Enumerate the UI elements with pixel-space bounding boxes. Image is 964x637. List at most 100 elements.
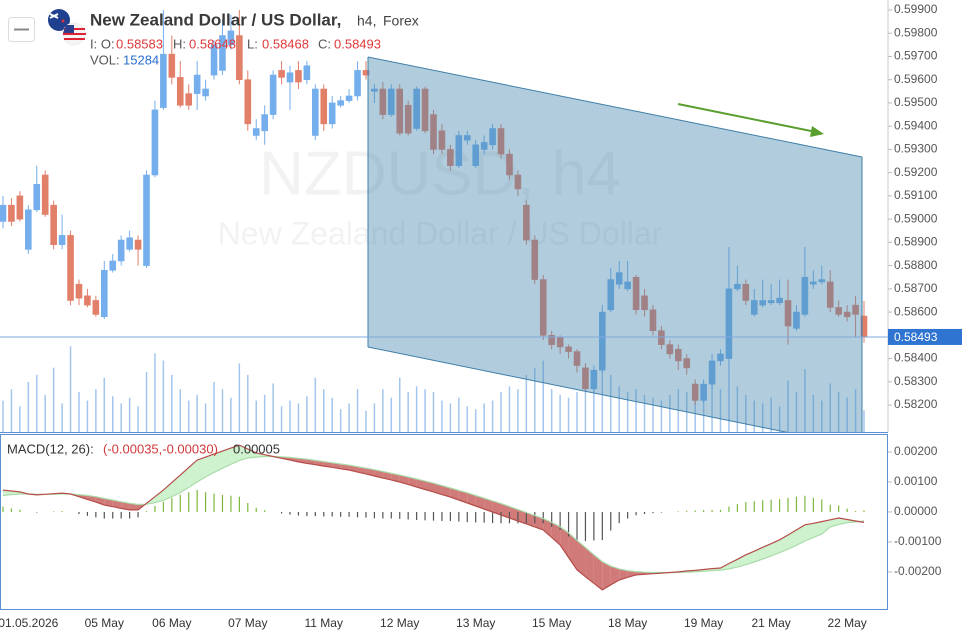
x-tick-label: 15 May xyxy=(532,616,571,630)
arrow-head xyxy=(810,126,824,137)
candle-body xyxy=(810,281,817,285)
candle-body xyxy=(126,237,133,250)
macd-line xyxy=(2,444,865,591)
macd-y-tick-label: 0.00000 xyxy=(894,504,938,518)
macd-fill xyxy=(771,539,780,557)
y-tick-label: 0.58200 xyxy=(894,397,938,411)
candle-body xyxy=(624,281,631,290)
x-tick-label: 11 May xyxy=(305,616,343,630)
high-value: 0.58648 xyxy=(189,36,236,51)
candle-body xyxy=(835,307,842,315)
candle-body xyxy=(430,114,437,150)
x-tick-label: 07 May xyxy=(228,616,267,630)
candle-body xyxy=(700,383,707,401)
candle-body xyxy=(100,269,108,318)
macd-fill xyxy=(230,445,240,465)
candle-body xyxy=(447,149,454,166)
candle-body xyxy=(210,44,218,76)
candle-body xyxy=(176,77,184,106)
close-label: C: xyxy=(318,36,331,51)
macd-fill xyxy=(602,561,611,590)
candle-body xyxy=(67,235,74,301)
current-price-box xyxy=(888,328,962,345)
macd-fill xyxy=(112,499,122,509)
macd-fill xyxy=(95,496,105,506)
candle-body xyxy=(244,79,252,125)
candle-body xyxy=(371,88,378,92)
candle-body xyxy=(438,130,446,150)
y-tick-label: 0.58800 xyxy=(894,258,938,272)
candle-body xyxy=(328,102,336,125)
candle-body xyxy=(725,288,733,359)
macd-fill xyxy=(779,535,789,553)
candle-body xyxy=(826,281,834,308)
candle-body xyxy=(320,88,328,125)
candle-body xyxy=(202,88,209,97)
y-tick-label: 0.59700 xyxy=(894,49,938,63)
candle-body xyxy=(489,128,496,146)
x-tick-label: 01.05.2026 xyxy=(0,616,59,630)
candle-body xyxy=(691,383,699,401)
candle-body xyxy=(193,74,201,94)
macd-fill xyxy=(796,524,805,546)
volume-layer xyxy=(2,346,865,432)
candle-body xyxy=(278,70,285,78)
candle-body xyxy=(539,279,547,336)
x-tick-label: 22 May xyxy=(827,616,866,630)
candle-body xyxy=(565,346,572,352)
y-tick-label: 0.59900 xyxy=(894,2,938,16)
candle-body xyxy=(185,93,193,106)
macd-fill xyxy=(467,492,476,506)
y-tick-label: 0.59600 xyxy=(894,72,938,86)
candle-body xyxy=(523,204,530,241)
candle-body xyxy=(742,283,750,301)
macd-fill xyxy=(382,471,392,480)
candle-body xyxy=(134,239,142,250)
candle-body xyxy=(472,144,480,166)
macd-fill xyxy=(526,512,535,527)
flag-nz-cross xyxy=(49,13,59,19)
candle-body xyxy=(75,283,83,299)
channel-drawing[interactable] xyxy=(367,56,863,435)
candle-body xyxy=(168,53,176,78)
y-tick-label: 0.58300 xyxy=(894,374,938,388)
macd-fill xyxy=(484,498,493,512)
flag-nz xyxy=(48,9,70,31)
macd-fill xyxy=(163,482,172,501)
macd-fill xyxy=(509,506,518,521)
low-label: L: xyxy=(247,36,258,51)
macd-fill xyxy=(450,487,459,500)
macd-fill xyxy=(416,478,426,490)
trend-arrow[interactable] xyxy=(677,103,824,137)
macd-fill xyxy=(391,473,400,482)
macd-fill xyxy=(501,503,510,518)
candle-body xyxy=(25,209,32,250)
candle-body xyxy=(801,276,809,315)
open-label: I: O: xyxy=(90,36,115,51)
macd-fill xyxy=(762,543,772,560)
candle-body xyxy=(717,353,724,362)
candle-body xyxy=(50,204,57,245)
macd-fill xyxy=(197,457,206,482)
macd-fill xyxy=(222,448,231,469)
current-price-label: 0.58493 xyxy=(894,330,938,344)
y-tick-label: 0.58900 xyxy=(894,235,938,249)
macd-fill xyxy=(475,495,485,509)
candle-body xyxy=(143,174,150,266)
volume-value: 15284 xyxy=(123,52,159,67)
candle-body xyxy=(514,174,522,190)
candle-body xyxy=(387,88,395,115)
macd-fill xyxy=(425,481,434,492)
candle-body xyxy=(776,297,783,304)
candle-body xyxy=(455,135,463,166)
currency-flags xyxy=(48,9,86,46)
macd-y-tick-label: 0.00200 xyxy=(894,444,938,458)
candle-body xyxy=(556,337,564,348)
macd-fill xyxy=(737,554,746,568)
y-tick-label: 0.59000 xyxy=(894,211,938,225)
candle-body xyxy=(227,30,235,46)
candle-body xyxy=(767,300,775,304)
macd-fill xyxy=(745,551,755,565)
candle-body xyxy=(286,72,294,83)
